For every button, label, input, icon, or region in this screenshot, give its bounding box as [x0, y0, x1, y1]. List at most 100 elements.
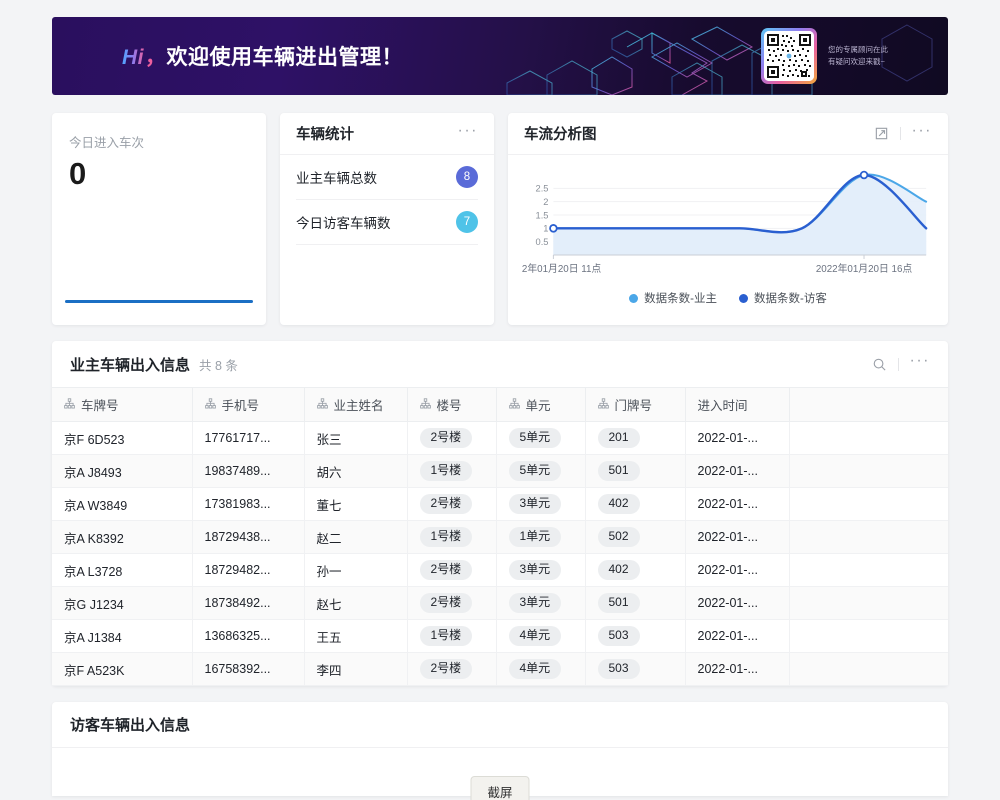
table-row[interactable]: 京F 6D523 17761717... 张三 2号楼 5单元 201 2022-01-..… — [52, 421, 948, 455]
qr-advisor-line2: 有疑问欢迎来戳~ — [828, 57, 885, 66]
cell-enter-time: 2022-01-... — [685, 487, 790, 521]
column-header-label: 进入时间 — [697, 399, 748, 413]
column-header-label: 车牌号 — [81, 399, 119, 413]
traffic-chart-title: 车流分析图 — [524, 127, 597, 143]
column-header-label: 业主姓名 — [333, 399, 384, 413]
column-header-车牌号[interactable]: 车牌号 — [52, 387, 193, 422]
table-header-row: 车牌号 手机号 业主姓名 楼号 单元 门牌号 进入时间 — [52, 387, 948, 422]
cell-owner-name: 孙一 — [304, 553, 408, 587]
cell-door: 201 — [585, 421, 686, 455]
value-pill: 1号楼 — [419, 461, 473, 481]
table-row[interactable]: 京A K8392 18729438... 赵二 1号楼 1单元 502 2022-01-..… — [52, 520, 948, 554]
screenshot-button[interactable]: 截屏 — [470, 776, 530, 800]
banner-rest: 欢迎使用车辆进出管理！ — [166, 46, 403, 69]
vehicle-stats-more-icon[interactable]: ··· — [457, 121, 478, 139]
cell-actions — [789, 553, 948, 587]
cell-phone: 16758392... — [192, 652, 305, 686]
cell-actions — [789, 487, 948, 521]
owner-vehicle-table: 车牌号 手机号 业主姓名 楼号 单元 门牌号 进入时间 京F 6D523 17761717..… — [52, 387, 948, 686]
cell-building: 2号楼 — [407, 553, 497, 587]
traffic-chart-more-icon[interactable]: ··· — [911, 121, 932, 139]
column-header-label: 门牌号 — [614, 399, 653, 413]
chart-data-point[interactable] — [859, 170, 869, 180]
table-row[interactable]: 京A J8493 19837489... 胡六 1号楼 5单元 501 2022-01-..… — [52, 454, 948, 488]
cell-building: 2号楼 — [407, 487, 497, 521]
value-pill: 4单元 — [508, 626, 562, 646]
cell-phone: 18729438... — [192, 520, 305, 554]
qr-advisor-text: 您的专属顾问在此 有疑问欢迎来戳~ — [828, 44, 888, 69]
column-header-业主姓名[interactable]: 业主姓名 — [304, 387, 408, 422]
banner-title: Hi，欢迎使用车辆进出管理！ — [122, 41, 403, 71]
table-row[interactable]: 京A J1384 13686325... 王五 1号楼 4单元 503 2022-01-..… — [52, 619, 948, 653]
cell-phone: 19837489... — [192, 454, 305, 488]
value-pill: 1号楼 — [419, 527, 473, 547]
stat-row-visitor-today: 今日访客车辆数 7 — [296, 200, 478, 245]
qr-code[interactable] — [761, 28, 817, 84]
cell-actions — [789, 652, 948, 686]
cell-unit: 3单元 — [496, 487, 586, 521]
traffic-chart-body: 0.5 1 1.5 2 2.5 2022年01月20日 11点 2022年01月20日 1… — [508, 155, 948, 325]
column-header-进入时间[interactable]: 进入时间 — [685, 387, 790, 422]
cell-plate: 京A W3849 — [52, 487, 193, 521]
cell-actions — [789, 586, 948, 620]
value-pill: 501 — [597, 593, 640, 613]
cell-enter-time: 2022-01-... — [685, 652, 790, 686]
search-icon[interactable] — [872, 357, 887, 372]
column-header-actions[interactable] — [789, 387, 948, 422]
value-pill: 402 — [597, 560, 640, 580]
column-header-label: 楼号 — [436, 399, 462, 413]
legend-label: 数据条数-业主 — [644, 293, 717, 305]
cell-unit: 3单元 — [496, 586, 586, 620]
banner-hi: Hi — [122, 46, 144, 69]
cell-plate: 京A J8493 — [52, 454, 193, 488]
open-external-icon[interactable] — [874, 126, 889, 141]
legend-item-visitor[interactable]: 数据条数-访客 — [739, 290, 827, 306]
value-pill: 502 — [597, 527, 640, 547]
table-row[interactable]: 京F A523K 16758392... 李四 2号楼 4单元 503 2022-01-..… — [52, 652, 948, 686]
cell-building: 2号楼 — [407, 421, 497, 455]
column-header-门牌号[interactable]: 门牌号 — [585, 387, 686, 422]
owner-vehicle-table-card: 业主车辆出入信息 共 8 条 ··· 车牌号 手机号 业主姓名 楼号 单元 门牌号 进入时间… — [52, 341, 948, 686]
column-header-label: 手机号 — [221, 399, 260, 413]
y-axis-tick-label: 2 — [543, 196, 548, 207]
owner-table-more-icon[interactable]: ··· — [909, 352, 930, 369]
cell-owner-name: 李四 — [304, 652, 408, 686]
cell-door: 503 — [585, 619, 686, 653]
value-pill: 402 — [597, 494, 640, 514]
legend-item-owner[interactable]: 数据条数-业主 — [629, 290, 717, 306]
table-row[interactable]: 京A L3728 18729482... 孙一 2号楼 3单元 402 2022-01-..… — [52, 553, 948, 587]
cell-unit: 4单元 — [496, 619, 586, 653]
today-entries-label: 今日进入车次 — [69, 136, 145, 150]
header-divider — [899, 127, 901, 140]
table-row[interactable]: 京G J1234 18738492... 赵七 2号楼 3单元 501 2022-01-..… — [52, 586, 948, 620]
table-row[interactable]: 京A W3849 17381983... 董七 2号楼 3单元 402 2022-01-..… — [52, 487, 948, 521]
column-header-单元[interactable]: 单元 — [496, 387, 586, 422]
column-header-楼号[interactable]: 楼号 — [407, 387, 497, 422]
column-header-手机号[interactable]: 手机号 — [192, 387, 305, 422]
value-pill: 503 — [597, 626, 640, 646]
cell-enter-time: 2022-01-... — [685, 454, 790, 488]
cell-enter-time: 2022-01-... — [685, 619, 790, 653]
cell-building: 1号楼 — [407, 454, 497, 488]
cell-plate: 京A K8392 — [52, 520, 193, 554]
stat-label: 今日访客车辆数 — [296, 216, 391, 231]
cell-plate: 京F 6D523 — [52, 421, 193, 455]
value-pill: 4单元 — [508, 659, 562, 679]
cell-door: 402 — [585, 553, 686, 587]
cell-plate: 京G J1234 — [52, 586, 193, 620]
chart-data-point[interactable] — [549, 224, 558, 233]
welcome-banner: Hi，欢迎使用车辆进出管理！ — [52, 17, 948, 95]
cell-actions — [789, 520, 948, 554]
cell-enter-time: 2022-01-... — [685, 520, 790, 554]
value-pill: 501 — [597, 461, 640, 481]
qr-code-image — [764, 31, 814, 81]
stat-row-owner-total: 业主车辆总数 8 — [296, 155, 478, 200]
cell-unit: 5单元 — [496, 421, 586, 455]
value-pill: 5单元 — [508, 428, 562, 448]
value-pill: 2号楼 — [419, 428, 473, 448]
y-axis-tick-label: 0.5 — [536, 236, 549, 247]
status-badge: 8 — [456, 166, 478, 188]
cell-building: 2号楼 — [407, 652, 497, 686]
value-pill: 503 — [597, 659, 640, 679]
